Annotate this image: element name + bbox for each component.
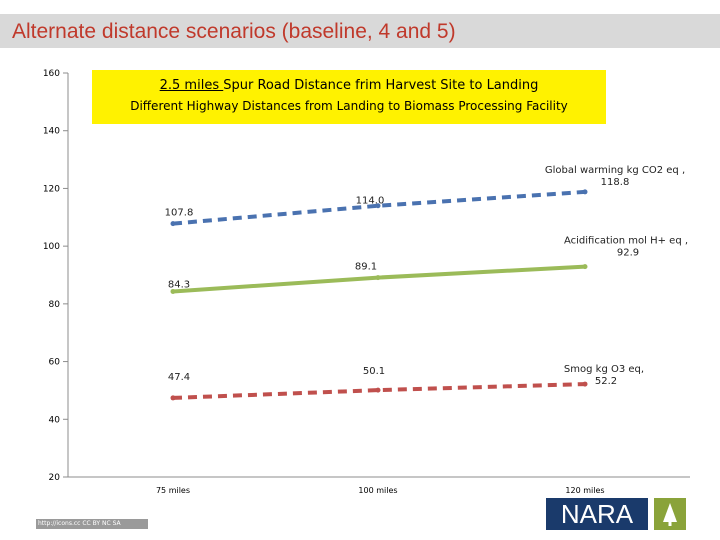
data-point bbox=[582, 264, 588, 270]
data-point bbox=[170, 288, 176, 294]
y-tick-label: 100 bbox=[43, 242, 60, 252]
callout-line-1: 2.5 miles Spur Road Distance frim Harves… bbox=[92, 78, 606, 93]
data-label: 107.8 bbox=[165, 208, 194, 219]
series-line-1 bbox=[172, 189, 586, 226]
x-tick-label: 100 miles bbox=[358, 486, 397, 495]
data-label: 114.0 bbox=[356, 196, 385, 207]
data-label: 89.1 bbox=[355, 262, 377, 273]
series-end-value-label: 118.8 bbox=[601, 177, 630, 188]
slide-title: Alternate distance scenarios (baseline, … bbox=[12, 20, 456, 43]
tree-logo-icon bbox=[654, 498, 686, 530]
tree-icon bbox=[663, 503, 677, 526]
data-label: 47.4 bbox=[168, 372, 190, 383]
data-point bbox=[375, 387, 381, 393]
y-tick-label: 160 bbox=[43, 69, 60, 79]
series-end-value-label: 92.9 bbox=[617, 248, 639, 259]
data-point bbox=[170, 395, 176, 401]
y-tick-label: 140 bbox=[43, 127, 60, 137]
data-label: 50.1 bbox=[363, 366, 385, 377]
series-end-value-label: 52.2 bbox=[595, 376, 617, 387]
callout-line-1-rest: Spur Road Distance frim Harvest Site to … bbox=[223, 78, 539, 93]
data-point bbox=[582, 189, 588, 195]
license-badge: http://icons.cc CC BY NC SA bbox=[36, 519, 148, 529]
callout-line-2: Different Highway Distances from Landing… bbox=[130, 99, 568, 113]
callout-underlined-distance: 2.5 miles bbox=[159, 78, 224, 93]
series-name-label: Smog kg O3 eq, bbox=[564, 364, 644, 375]
series-name-label: Global warming kg CO2 eq , bbox=[545, 165, 685, 176]
data-point bbox=[170, 221, 176, 227]
callout-box bbox=[92, 70, 606, 124]
y-tick-label: 80 bbox=[49, 300, 61, 310]
data-point bbox=[375, 203, 381, 209]
y-tick-label: 20 bbox=[49, 473, 61, 483]
y-tick-label: 120 bbox=[43, 184, 60, 194]
data-point bbox=[582, 381, 588, 387]
x-tick-label: 75 miles bbox=[156, 486, 190, 495]
y-tick-label: 60 bbox=[49, 358, 61, 368]
series-name-label: Acidification mol H+ eq , bbox=[564, 236, 688, 247]
series-line-3 bbox=[172, 382, 586, 400]
nara-logo: NARA bbox=[546, 498, 648, 530]
y-tick-label: 40 bbox=[49, 415, 61, 425]
x-tick-label: 120 miles bbox=[565, 486, 604, 495]
data-point bbox=[375, 275, 381, 281]
data-label: 84.3 bbox=[168, 279, 190, 290]
title-bar bbox=[0, 14, 720, 48]
